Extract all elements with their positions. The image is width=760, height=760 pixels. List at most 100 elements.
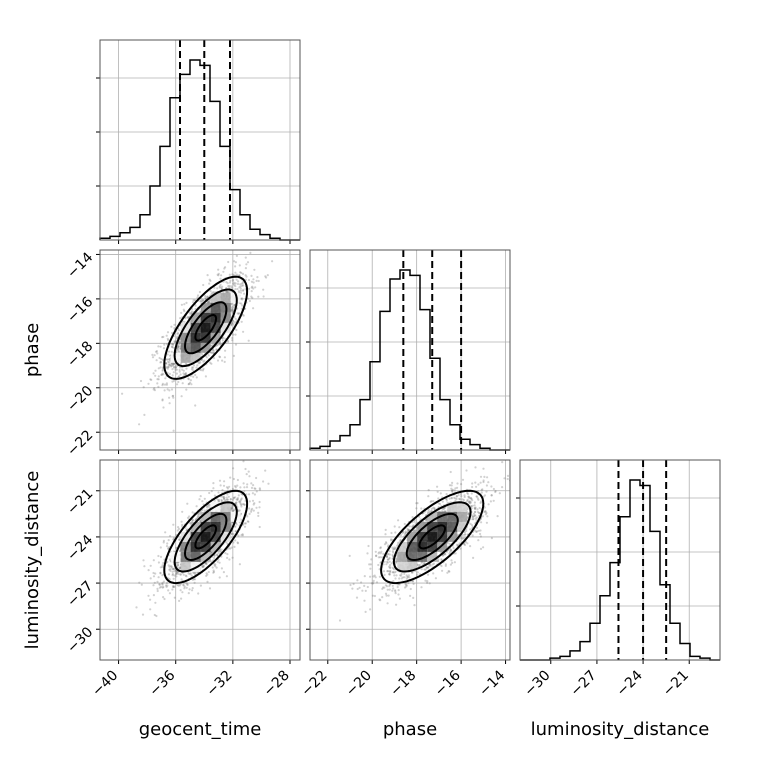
scatter-point <box>167 573 171 576</box>
scatter-point <box>156 589 159 593</box>
scatter-point <box>182 308 185 311</box>
scatter-point <box>258 500 261 504</box>
scatter-point <box>232 282 235 285</box>
scatter-point <box>177 584 180 587</box>
scatter-point <box>227 291 230 294</box>
scatter-point <box>176 383 179 386</box>
scatter-point <box>473 501 476 504</box>
scatter-point <box>425 519 428 522</box>
scatter-point <box>197 592 200 595</box>
scatter-point <box>177 345 180 348</box>
scatter-point <box>480 500 483 503</box>
scatter-point <box>223 267 226 270</box>
scatter-point <box>172 371 175 374</box>
scatter-point <box>230 532 233 536</box>
scatter-point <box>474 517 477 520</box>
scatter-point <box>161 382 164 385</box>
scatter-point <box>393 571 396 574</box>
scatter-point <box>202 367 205 370</box>
scatter-point <box>185 575 188 578</box>
scatter-point <box>393 546 396 549</box>
scatter-point <box>215 566 218 569</box>
density-cell <box>210 511 221 522</box>
scatter-point <box>172 585 175 589</box>
scatter-point <box>229 547 232 550</box>
density-cell <box>180 322 191 333</box>
scatter-point <box>186 316 190 319</box>
contour-line <box>163 275 249 380</box>
scatter-point <box>172 343 175 346</box>
scatter-point <box>247 470 250 473</box>
scatter-point <box>236 287 239 291</box>
scatter-point <box>187 572 190 575</box>
scatter-point <box>203 359 206 362</box>
scatter-point <box>178 566 181 569</box>
scatter-point <box>416 502 419 505</box>
scatter-point <box>244 278 247 281</box>
scatter-point <box>164 584 168 587</box>
scatter-point <box>178 550 182 553</box>
scatter-point <box>186 583 189 586</box>
scatter-point <box>163 383 167 386</box>
scatter-point <box>426 566 429 569</box>
scatter-point <box>233 303 236 307</box>
scatter-point <box>194 518 198 521</box>
scatter-point <box>213 554 216 557</box>
scatter-point <box>438 502 442 506</box>
scatter-point <box>149 577 152 580</box>
scatter-point <box>209 290 212 293</box>
scatter-point <box>250 509 253 512</box>
scatter-point <box>162 561 165 565</box>
scatter-point <box>222 571 225 574</box>
scatter-point <box>451 488 454 491</box>
scatter-point <box>385 594 388 597</box>
scatter-point <box>228 558 231 561</box>
scatter-point <box>174 365 177 368</box>
scatter-point <box>229 498 232 501</box>
scatter-point <box>415 502 418 505</box>
scatter-point <box>247 520 250 523</box>
scatter-point <box>187 592 190 595</box>
scatter-point <box>221 489 224 492</box>
scatter-point <box>226 487 229 490</box>
scatter-point <box>152 559 155 562</box>
scatter-point <box>384 533 387 536</box>
scatter-point <box>194 307 197 311</box>
scatter-point <box>407 528 410 532</box>
scatter-point <box>206 295 209 298</box>
scatter-point <box>192 364 196 367</box>
scatter-point <box>155 350 158 353</box>
scatter-point <box>248 500 251 503</box>
scatter-point <box>170 350 173 353</box>
scatter-point <box>196 364 199 367</box>
scatter-point <box>470 505 473 508</box>
scatter-point <box>280 441 282 443</box>
scatter-point <box>377 556 380 559</box>
scatter-point <box>445 497 448 501</box>
scatter-point <box>232 323 235 326</box>
scatter-point <box>220 498 223 501</box>
scatter-point <box>167 360 170 363</box>
scatter-point <box>172 363 175 366</box>
density-cell <box>200 531 211 542</box>
scatter-point <box>234 317 237 320</box>
scatter-point <box>208 299 211 302</box>
scatter-point <box>202 565 205 568</box>
density-cell <box>180 352 191 363</box>
scatter-point <box>202 565 205 568</box>
scatter-point <box>238 509 241 512</box>
scatter-point <box>232 319 235 323</box>
scatter-point <box>391 589 394 592</box>
scatter-point <box>409 587 412 591</box>
scatter-point <box>399 539 402 542</box>
density-cell <box>220 531 231 542</box>
scatter-point <box>236 498 239 501</box>
scatter-point <box>252 484 255 487</box>
scatter-point <box>222 495 225 498</box>
scatter-point <box>387 552 390 556</box>
scatter-point <box>416 571 419 574</box>
contour-line <box>173 501 238 573</box>
scatter-point <box>464 533 467 536</box>
scatter-point <box>192 301 195 304</box>
scatter-point <box>246 261 250 264</box>
